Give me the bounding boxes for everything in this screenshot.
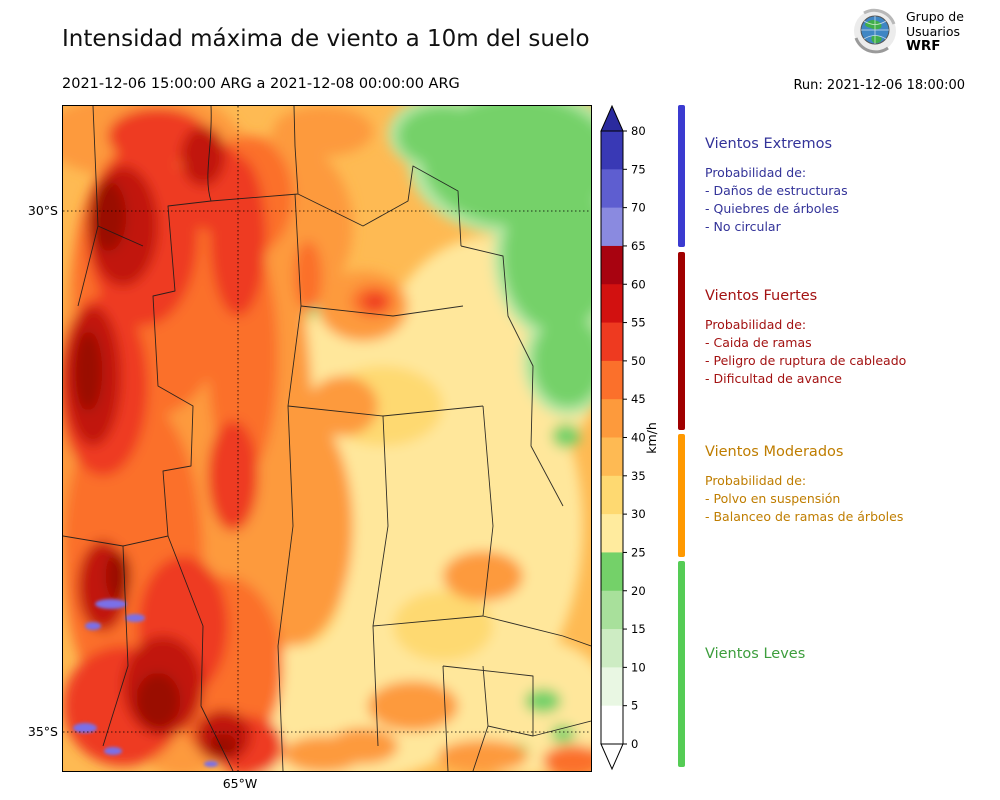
lon-label-65w: 65°W — [222, 776, 258, 791]
legend-section-extremos: Vientos Extremos Probabilidad de: - Daño… — [705, 136, 990, 236]
logo-text: Grupo de Usuarios WRF — [906, 9, 964, 54]
colorbar-segment — [601, 667, 623, 707]
legend-line: - Caida de ramas — [705, 335, 812, 350]
legend-strip-leves — [678, 561, 685, 767]
legend-lines-extremos: Probabilidad de: - Daños de estructuras … — [705, 164, 990, 236]
legend-title-leves: Vientos Leves — [705, 646, 806, 662]
logo-line1: Grupo de — [906, 8, 964, 24]
colorbar-tick-label: 75 — [631, 162, 646, 176]
wind-intensity-map — [62, 105, 592, 772]
colorbar-segment — [601, 245, 623, 285]
legend-lines-moderados: Probabilidad de: - Polvo en suspensión -… — [705, 472, 990, 526]
colorbar-segment — [601, 169, 623, 209]
legend-line: - Daños de estructuras — [705, 183, 848, 198]
legend-line: - Quiebres de árboles — [705, 201, 840, 216]
legend-strip-moderados — [678, 434, 685, 557]
colorbar-tick-label: 25 — [631, 545, 646, 559]
colorbar-tick-label: 0 — [631, 737, 638, 751]
colorbar-segment — [601, 207, 623, 247]
colorbar-segment — [601, 322, 623, 362]
colorbar-tick-label: 15 — [631, 622, 646, 636]
colorbar-segment — [601, 437, 623, 477]
colorbar-segment — [601, 284, 623, 324]
colorbar-tick-label: 60 — [631, 277, 646, 291]
wind-map-canvas — [63, 106, 591, 771]
colorbar-segment — [601, 399, 623, 438]
province-boundaries — [63, 106, 591, 771]
colorbar-tick-label: 45 — [631, 392, 646, 406]
colorbar-segment — [601, 705, 623, 745]
colorbar-tick-label: 35 — [631, 469, 646, 483]
extreme-wind-specks — [73, 599, 218, 767]
colorbar-unit-label: km/h — [644, 422, 659, 454]
legend-title-fuertes: Vientos Fuertes — [705, 288, 818, 304]
colorbar-segment — [601, 131, 623, 170]
legend-section-fuertes: Vientos Fuertes Probabilidad de: - Caida… — [705, 288, 990, 388]
colorbar-tick-label: 65 — [631, 239, 646, 253]
colorbar-svg: 0 5 10 15 20 25 30 35 40 45 50 55 60 65 70 75 80 — [600, 104, 646, 771]
legend-line: - Dificultad de avance — [705, 371, 842, 386]
colorbar-tick-label: 30 — [631, 507, 646, 521]
colorbar-tick-label: 50 — [631, 354, 646, 368]
legend-line: - No circular — [705, 219, 781, 234]
colorbar-segment — [601, 475, 623, 515]
legend-line: Probabilidad de: — [705, 165, 807, 180]
colorbar-segment — [601, 514, 623, 553]
colorbar-tick-label: 55 — [631, 316, 646, 330]
graticule — [63, 106, 591, 771]
legend-strip-fuertes — [678, 252, 685, 430]
lat-label-30s: 30°S — [27, 203, 58, 218]
colorbar-segment — [601, 629, 623, 668]
globe-icon — [854, 8, 896, 54]
lat-label-35s: 35°S — [27, 724, 58, 739]
legend-line: - Polvo en suspensión — [705, 491, 841, 506]
colorbar-arrow-top — [600, 104, 624, 132]
colorbar-tick-label: 70 — [631, 201, 646, 215]
colorbar-segment — [601, 552, 623, 592]
valid-range-label: 2021-12-06 15:00:00 ARG a 2021-12-08 00:… — [62, 76, 460, 92]
colorbar-arrow-bottom — [600, 743, 624, 771]
legend-section-leves: Vientos Leves — [705, 646, 990, 674]
run-timestamp-label: Run: 2021-12-06 18:00:00 — [793, 78, 965, 93]
colorbar-segment — [601, 590, 623, 630]
legend-line: Probabilidad de: — [705, 317, 807, 332]
legend-lines-fuertes: Probabilidad de: - Caida de ramas - Peli… — [705, 316, 990, 388]
colorbar-tick-label: 5 — [631, 699, 638, 713]
logo-line3: WRF — [906, 37, 941, 54]
logo-line2: Usuarios — [906, 23, 961, 39]
legend-line: Probabilidad de: — [705, 473, 807, 488]
colorbar-tick-label: 10 — [631, 660, 646, 674]
colorbar-tick-label: 20 — [631, 584, 646, 598]
colorbar-segment — [601, 360, 623, 400]
colorbar: 0 5 10 15 20 25 30 35 40 45 50 55 60 65 70 75 80 — [600, 104, 670, 775]
page-title: Intensidad máxima de viento a 10m del su… — [62, 26, 590, 52]
wrf-logo: Grupo de Usuarios WRF — [852, 8, 964, 54]
colorbar-tick-label: 80 — [631, 124, 646, 138]
legend-line: - Peligro de ruptura de cableado — [705, 353, 907, 368]
colorbar-tick-label: 40 — [631, 431, 646, 445]
legend-line: - Balanceo de ramas de árboles — [705, 509, 904, 524]
legend-section-moderados: Vientos Moderados Probabilidad de: - Pol… — [705, 444, 990, 526]
legend-title-moderados: Vientos Moderados — [705, 444, 844, 460]
legend-strip-extremos — [678, 105, 685, 247]
wind-field-layer — [63, 106, 591, 771]
legend-title-extremos: Vientos Extremos — [705, 136, 833, 152]
